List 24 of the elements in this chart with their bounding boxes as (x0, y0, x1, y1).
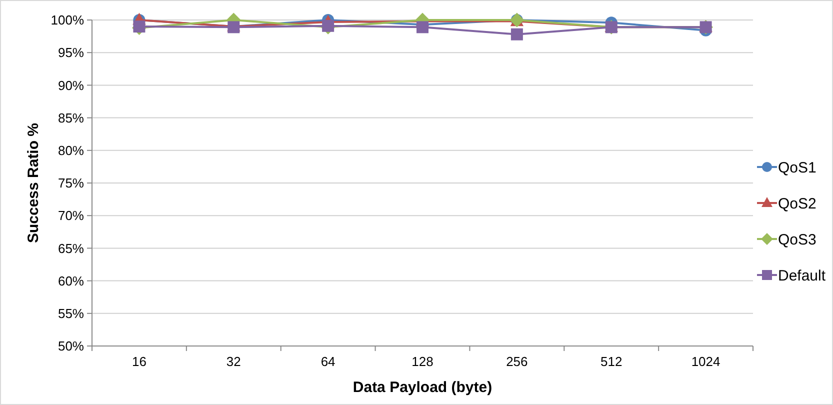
x-tick-label: 64 (320, 354, 336, 369)
y-tick-label: 60% (58, 273, 84, 288)
x-tick-label: 512 (600, 354, 622, 369)
x-tick-label: 256 (506, 354, 528, 369)
x-tick-label: 32 (226, 354, 241, 369)
y-tick-label: 100% (50, 12, 84, 28)
y-tick-label: 90% (58, 78, 84, 93)
legend-label: Default (778, 267, 826, 284)
x-tick-label: 1024 (691, 354, 720, 369)
y-tick-label: 70% (58, 208, 84, 224)
y-tick-label: 75% (58, 176, 84, 191)
legend-label: QoS3 (778, 231, 816, 248)
y-tick-label: 55% (58, 306, 84, 321)
x-axis-title: Data Payload (byte) (352, 379, 492, 396)
x-tick-label: 128 (412, 354, 434, 369)
x-tick-label: 16 (132, 354, 146, 369)
y-tick-label: 95% (58, 45, 84, 60)
legend-label: QoS1 (778, 159, 816, 176)
y-axis-title: Success Ratio % (25, 122, 42, 244)
y-tick-label: 80% (58, 142, 84, 158)
y-tick-label: 65% (58, 240, 84, 256)
legend-label: QoS2 (778, 195, 816, 212)
y-tick-label: 50% (58, 338, 84, 354)
y-tick-label: 85% (58, 110, 84, 126)
